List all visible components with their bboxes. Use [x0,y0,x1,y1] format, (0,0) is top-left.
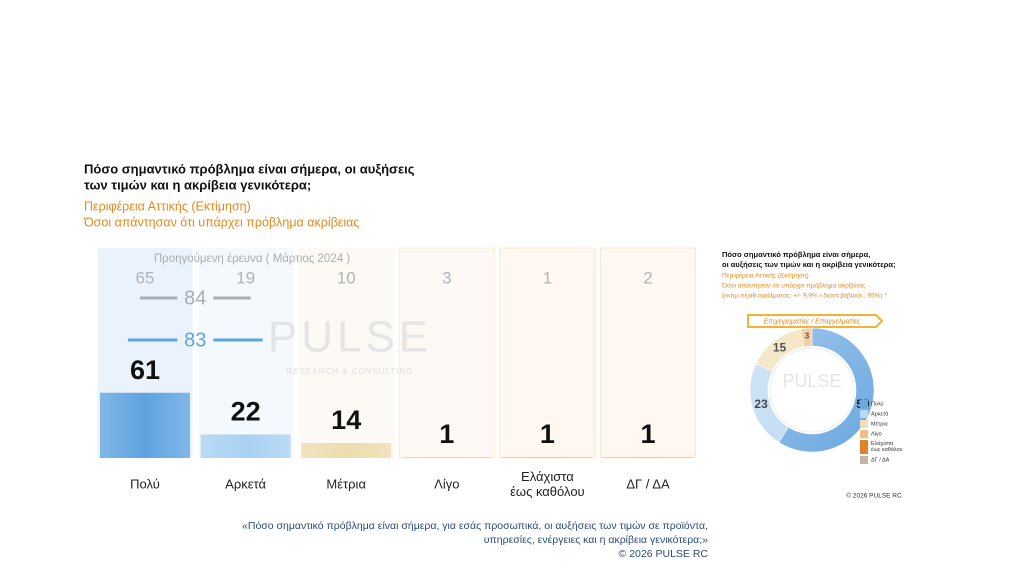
inset-title: Πόσο σημαντικό πρόβλημα είναι σήμερα, [722,250,870,259]
bar [502,456,593,458]
column-background [198,248,294,458]
previous-value: 1 [543,268,552,287]
inset-subtitle: Περιφέρεια Αττικής (Εκτίμηση) [722,272,809,280]
x-tick-label: ΔΓ / ΔΑ [626,476,670,491]
legend-swatch [860,430,868,438]
footnote: «Πόσο σημαντικό πρόβλημα είναι σήμερα, γ… [242,520,708,532]
value-label: 22 [231,397,261,427]
inset-subtitle: (εκτιμ.περιθ.σφάλματος: +/- 9,9% / διαστ… [722,292,887,300]
x-tick-label: Λίγο [434,476,459,491]
column-background [298,248,394,458]
bracket-value: 84 [184,287,206,309]
legend-label: Αρκετά [871,410,889,417]
legend-swatch [860,400,868,408]
previous-value: 3 [442,268,451,287]
inset-subtitle: Όσοι απάντησαν ότι υπάρχει πρόβλημα ακρί… [721,282,865,290]
bar [100,392,190,458]
previous-value: 19 [236,268,255,287]
footnote: υπηρεσίες, ενέργειες και η ακρίβεια γενι… [484,534,708,546]
previous-value: 10 [337,268,356,287]
value-label: 14 [331,405,361,435]
legend-swatch [860,440,868,454]
value-label: 61 [130,355,160,385]
watermark: RESEARCH & CONSULTING [286,367,413,376]
previous-value: 2 [643,268,652,287]
value-label: 1 [540,419,555,449]
legend-swatch [860,456,868,464]
bar [603,456,693,458]
watermark: PULSE [782,371,841,391]
inset-title: οι αυξήσεις των τιμών και η ακρίβεια γεν… [722,260,896,269]
legend-label: Πολύ [871,400,884,407]
banner [747,314,884,328]
legend-label: ΔΓ / ΔΑ [871,457,890,463]
x-tick-label: Ελάχιστα έως καθόλου [510,469,585,499]
watermark: PULSE [268,313,432,362]
bar [401,456,492,458]
x-tick-label: Μέτρια [326,476,366,491]
x-tick-label: Αρκετά [225,476,266,491]
donut-inner [769,347,855,433]
previous-value: 65 [136,268,155,287]
bar [200,434,291,458]
legend-swatch [860,420,868,428]
banner-label: Επιχειρηματίες / Επαγγελματίες [764,317,861,325]
chart-title: Πόσο σημαντικό πρόβλημα είναι σήμερα, οι… [84,161,415,176]
chart-subtitle: Περιφέρεια Αττικής (Εκτίμηση) [84,199,251,213]
value-label: 1 [439,419,454,449]
legend-swatch [860,410,868,418]
x-tick-label: Πολύ [130,476,160,491]
bar [301,443,392,458]
chart-subtitle: Όσοι απάντησαν ότι υπάρχει πρόβλημα ακρί… [83,215,359,229]
legend-label: Μέτρια [871,420,889,427]
chart-title: των τιμών και η ακρίβεια γενικότερα; [84,177,311,192]
column-background [398,247,495,459]
legend-label: Ελάχιστα έως καθόλου [871,440,903,453]
value-label: 1 [640,419,655,449]
previous-survey-label: Προηγούμενη έρευνα ( Μάρτιος 2024 ) [154,253,350,265]
footnote: © 2026 PULSE RC [619,548,709,560]
legend-label: Λίγο [871,431,882,437]
inset-footer: © 2026 PULSE RC [846,492,902,500]
bracket-value: 83 [184,329,206,351]
